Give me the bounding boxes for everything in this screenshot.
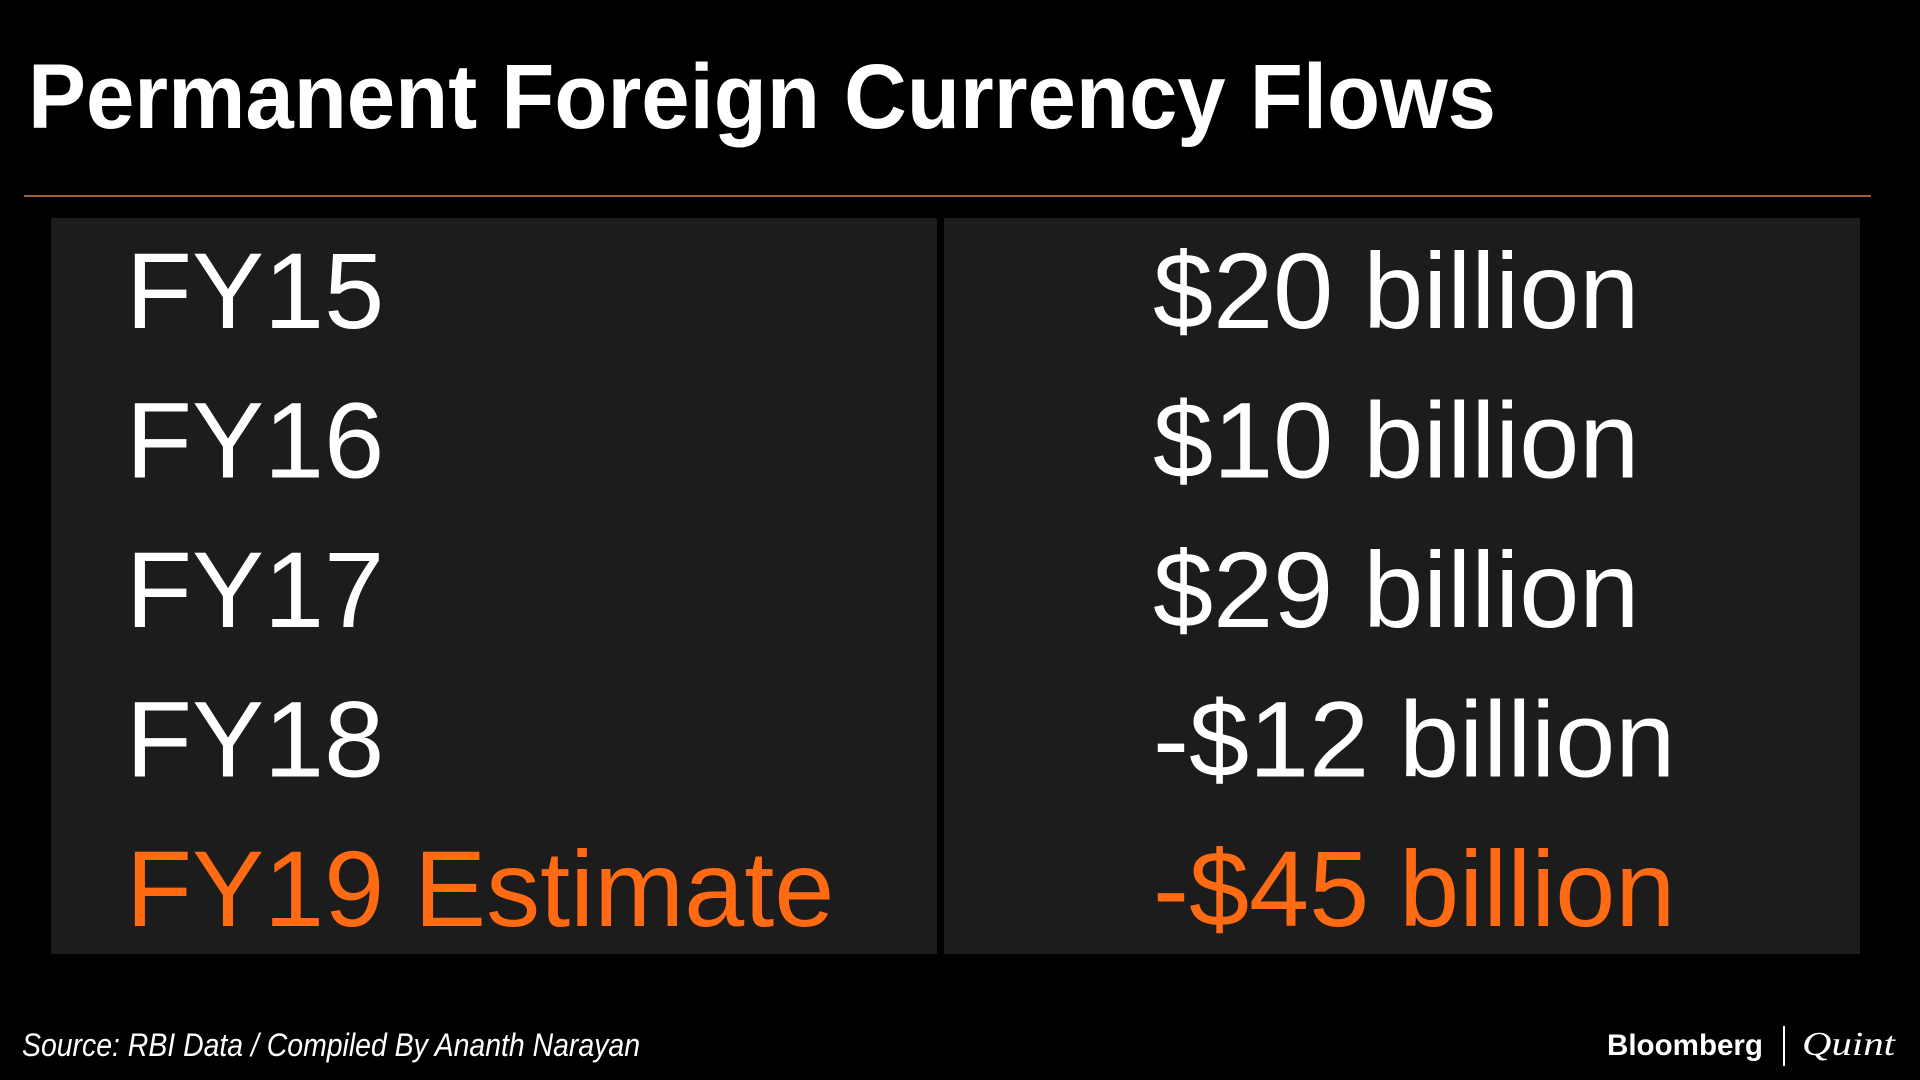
table: FY15 $20 billion FY16 $10 billion FY17 $29 bi… [126,230,1675,949]
brand-logo: Bloomberg [1607,1029,1763,1062]
row-label: FY19 Estimate [126,828,834,949]
row-label: FY16 [126,380,384,501]
row-label: FY17 [126,529,384,650]
row-label: FY15 [126,230,384,351]
brand-suffix: Quint [1802,1026,1897,1063]
right-panel [944,218,1860,954]
left-panel [51,218,937,954]
row-value: $20 billion [1153,230,1639,351]
row-value: $29 billion [1153,529,1639,650]
row-value: $10 billion [1153,380,1639,501]
title: Permanent Foreign Currency Flows [28,46,1496,148]
source-note: Source: RBI Data / Compiled By Ananth Na… [22,1027,640,1063]
row-label: FY18 [126,679,384,800]
row-value: -$45 billion [1153,828,1675,949]
row-value: -$12 billion [1153,679,1675,800]
